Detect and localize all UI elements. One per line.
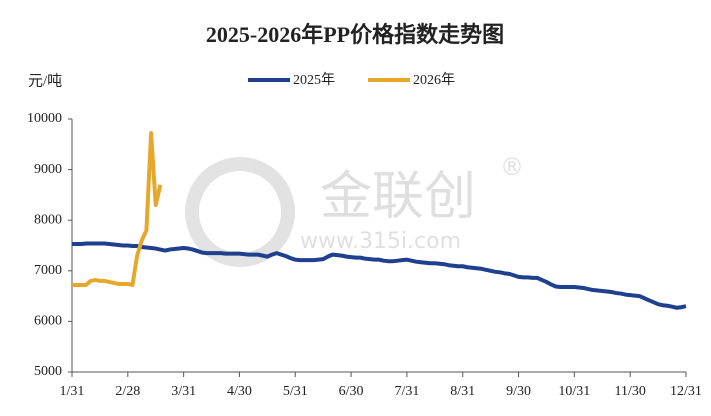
x-tick-label: 3/31	[171, 384, 196, 399]
x-tick-label: 12/31	[670, 384, 702, 399]
watermark-name: 金联创	[320, 167, 476, 227]
y-unit: 元/吨	[28, 72, 62, 89]
x-tick-label: 9/30	[506, 384, 531, 399]
legend-label: 2026年	[413, 72, 455, 88]
x-tick-label: 8/31	[450, 384, 475, 399]
x-tick-label: 4/30	[227, 384, 252, 399]
x-tick-label: 2/28	[115, 384, 140, 399]
y-tick-label: 9000	[34, 162, 62, 177]
x-tick-label: 1/31	[60, 384, 85, 399]
x-tick-label: 5/31	[283, 384, 308, 399]
x-tick-label: 10/31	[558, 384, 590, 399]
series-line	[72, 131, 163, 287]
chart-title: 2025-2026年PP价格指数走势图	[206, 22, 504, 47]
watermark-mark: ®	[500, 153, 524, 181]
series-line	[72, 241, 687, 310]
legend-label: 2025年	[293, 72, 335, 88]
y-tick-label: 6000	[34, 314, 62, 329]
y-tick-label: 7000	[34, 263, 62, 278]
x-tick-label: 7/31	[394, 384, 419, 399]
watermark-logo	[185, 157, 295, 267]
y-tick-label: 5000	[34, 364, 62, 379]
watermark: 金联创 ® www.315i.com	[185, 153, 524, 267]
y-tick-label: 10000	[27, 111, 62, 126]
x-tick-label: 11/30	[614, 384, 645, 399]
x-tick-label: 6/30	[339, 384, 364, 399]
watermark-url: www.315i.com	[300, 229, 461, 254]
y-tick-label: 8000	[34, 212, 62, 227]
